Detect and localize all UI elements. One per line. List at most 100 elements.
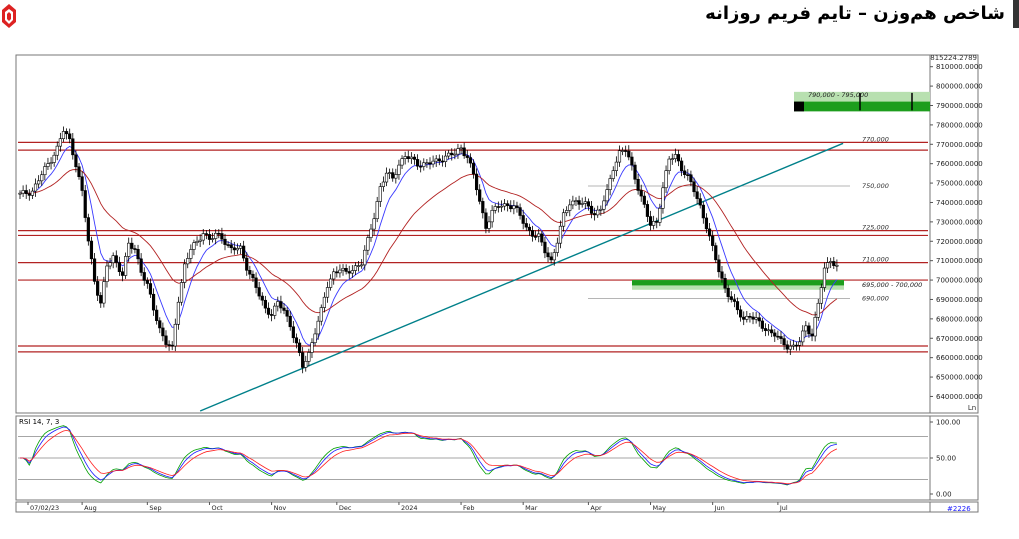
candle-body — [273, 305, 277, 316]
candle-body — [692, 181, 696, 193]
candle-body — [406, 156, 410, 159]
price-tick-label: 640000.0000 — [936, 393, 983, 401]
candle-body — [151, 293, 156, 311]
candle-body — [770, 329, 774, 334]
candle-body — [791, 344, 796, 347]
candle-body — [335, 271, 339, 274]
candle-body — [711, 235, 715, 246]
zone-label: 695,000 - 700,000 — [862, 281, 922, 289]
level-label: 710,000 — [862, 256, 889, 264]
candle-body — [164, 335, 168, 345]
candle-body — [58, 138, 62, 147]
candle-body — [829, 261, 833, 263]
rsi-tick-label: 0.00 — [936, 491, 952, 499]
candle-body — [80, 176, 84, 191]
candle-body — [527, 226, 531, 231]
candle-body — [465, 155, 469, 158]
candle-body — [381, 181, 386, 187]
time-tick-label: Aug — [84, 504, 97, 512]
candle-body — [534, 236, 538, 238]
candle-body — [136, 249, 140, 260]
candle-body — [245, 257, 249, 271]
candle-body — [456, 148, 460, 155]
candle-body — [468, 157, 472, 164]
candle-body — [27, 193, 31, 196]
candle-body — [127, 242, 131, 257]
candle-body — [155, 309, 159, 321]
candle-body — [232, 247, 236, 251]
candle-body — [689, 174, 693, 183]
candle-body — [74, 154, 78, 168]
candle-body — [204, 233, 208, 235]
candle-body — [319, 307, 323, 322]
candle-body — [92, 258, 97, 282]
candle-body — [558, 225, 563, 244]
price-tick-label: 740000.0000 — [936, 199, 983, 207]
candle-body — [409, 156, 413, 159]
candle-body — [636, 178, 640, 191]
candle-body — [46, 163, 50, 167]
target-zones: 790,000 - 795,000 695,000 - 700,000 — [632, 91, 930, 290]
level-label: 725,000 — [862, 224, 889, 232]
level-label: 770,000 — [862, 135, 889, 143]
candle-body — [391, 172, 395, 179]
page-title: شاخص هم‌وزن – تایم فریم روزانه — [705, 3, 1005, 24]
candle-body — [214, 232, 218, 239]
time-tick-label: Dec — [339, 504, 352, 512]
candle-body — [366, 237, 370, 251]
candle-body — [301, 352, 305, 368]
candle-body — [633, 164, 637, 180]
candle-body — [291, 326, 295, 339]
candle-body — [537, 233, 541, 237]
candle-body — [739, 309, 743, 318]
price-tick-label: 660000.0000 — [936, 354, 983, 362]
candle-body — [288, 315, 292, 328]
rsi-label: RSI 14, 7, 3 — [19, 418, 59, 426]
zone-marker — [794, 101, 804, 112]
candle-body — [167, 344, 171, 346]
candle-body — [822, 267, 827, 288]
candle-body — [437, 158, 441, 162]
candle-body — [375, 201, 379, 220]
candle-body — [484, 212, 488, 229]
price-tick-label: 650000.0000 — [936, 374, 983, 382]
candle-body — [207, 234, 212, 240]
zone-label: 790,000 - 795,000 — [808, 91, 868, 99]
candle-body — [68, 133, 72, 140]
candle-body — [496, 206, 500, 208]
zone-fill — [794, 101, 930, 112]
time-tick-label: Mar — [525, 504, 538, 512]
candle-body — [248, 270, 252, 275]
candle-body — [363, 249, 367, 266]
price-tick-label: 690000.0000 — [936, 296, 983, 304]
candle-body — [676, 154, 681, 162]
candle-body — [735, 301, 740, 311]
price-tick-label: 800000.0000 — [936, 83, 983, 91]
candle-body — [518, 207, 522, 216]
candle-body — [71, 138, 75, 156]
candle-body — [807, 325, 811, 335]
candle-body — [96, 281, 100, 296]
candle-body — [238, 245, 243, 249]
candle-body — [720, 271, 724, 279]
candle-body — [350, 270, 354, 274]
candle-body — [661, 187, 665, 209]
candle-body — [130, 242, 134, 249]
candle-body — [142, 272, 146, 281]
candle-body — [726, 287, 730, 297]
candle-body — [310, 342, 314, 353]
candle-body — [785, 344, 789, 350]
time-tick-label: Jul — [779, 504, 788, 512]
candle-body — [788, 345, 792, 350]
candle-body — [798, 341, 802, 346]
candle-body — [630, 156, 634, 166]
candle-body — [574, 200, 578, 202]
price-tick-label: 730000.0000 — [936, 218, 983, 226]
candle-body — [447, 152, 451, 157]
candle-body — [176, 301, 181, 325]
candle-body — [642, 195, 646, 205]
price-tick-label: 750000.0000 — [936, 180, 983, 188]
candle-body — [425, 162, 429, 165]
candle-body — [49, 162, 53, 164]
candle-body — [89, 240, 94, 260]
